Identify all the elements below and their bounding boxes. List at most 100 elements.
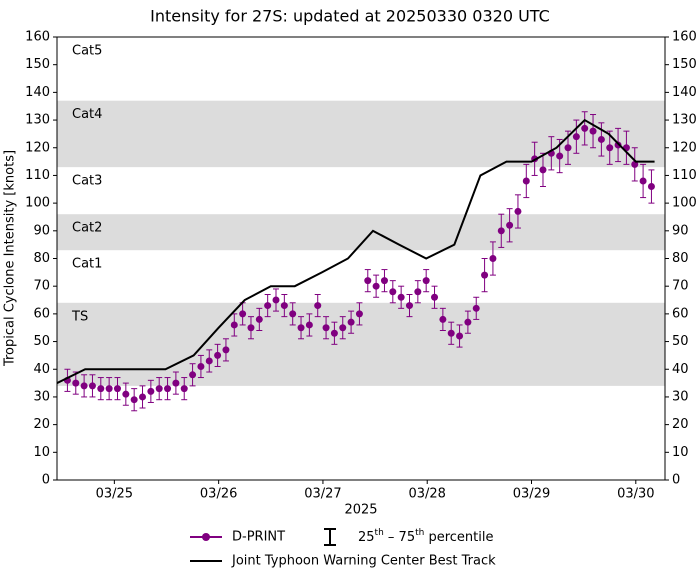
data-point: [330, 329, 338, 337]
y2-tick-label: 100: [672, 196, 697, 211]
y-tick-label: 50: [33, 334, 50, 349]
legend-label-part: – 75: [384, 530, 415, 545]
data-point: [347, 318, 355, 326]
data-point: [280, 302, 288, 310]
data-point: [556, 152, 564, 160]
data-point: [72, 379, 80, 387]
data-point: [214, 351, 222, 359]
data-point: [489, 255, 497, 262]
x-tick-label: 03/29: [513, 487, 550, 502]
y2-tick-label: 50: [672, 334, 689, 349]
data-point: [289, 310, 297, 318]
x-tick-label: 03/26: [200, 487, 237, 502]
y2-tick-label: 160: [672, 30, 697, 45]
data-point: [506, 221, 514, 229]
category-label: Cat1: [72, 257, 102, 272]
y-tick-label: 80: [33, 251, 50, 266]
data-point: [456, 332, 464, 340]
category-label: Cat2: [72, 221, 102, 236]
data-point: [339, 324, 347, 332]
y2-tick-label: 30: [672, 389, 689, 404]
data-point: [97, 385, 105, 393]
data-point: [255, 315, 263, 323]
data-point: [113, 385, 121, 393]
legend-marker: [202, 533, 210, 541]
data-point: [272, 296, 280, 304]
data-point: [88, 382, 96, 390]
data-point: [155, 385, 163, 393]
data-point: [647, 183, 655, 191]
data-point: [180, 385, 188, 393]
legend-label: 25th – 75th percentile: [358, 528, 493, 545]
y-tick-label: 70: [33, 279, 50, 294]
data-point: [122, 390, 130, 398]
y2-tick-label: 70: [672, 279, 689, 294]
x-tick-label: 03/27: [304, 487, 341, 502]
data-point: [572, 133, 580, 141]
y2-tick-label: 80: [672, 251, 689, 266]
y-tick-label: 140: [25, 85, 50, 100]
data-point: [405, 302, 413, 310]
data-point: [164, 385, 172, 393]
y-tick-label: 40: [33, 362, 50, 377]
data-point: [197, 362, 205, 370]
y2-tick-label: 60: [672, 306, 689, 321]
y-tick-label: 90: [33, 223, 50, 238]
data-point: [606, 144, 614, 152]
chart-title: Intensity for 27S: updated at 20250330 0…: [150, 7, 550, 26]
y2-tick-label: 0: [672, 473, 680, 488]
data-point: [80, 382, 88, 390]
data-point: [264, 302, 272, 310]
y-tick-label: 0: [42, 473, 50, 488]
y-tick-label: 120: [25, 140, 50, 155]
data-point: [247, 324, 255, 332]
y-tick-label: 60: [33, 306, 50, 321]
data-point: [322, 324, 330, 332]
y2-tick-label: 130: [672, 113, 697, 128]
data-point: [481, 271, 489, 279]
data-point: [564, 144, 572, 152]
category-label: Cat3: [72, 174, 102, 189]
data-point: [130, 396, 138, 404]
data-point: [230, 321, 238, 329]
data-point: [414, 288, 422, 296]
data-point: [297, 324, 305, 332]
x-axis-label: 2025: [344, 503, 377, 518]
y-tick-label: 160: [25, 30, 50, 45]
legend-label-part: th: [375, 528, 384, 538]
data-point: [389, 288, 397, 296]
data-point: [139, 393, 147, 401]
y-axis-label: Tropical Cyclone Intensity [knots]: [3, 150, 18, 367]
data-point: [222, 346, 230, 354]
data-point: [205, 357, 213, 365]
data-point: [522, 177, 530, 185]
legend-errorbar-icon: [324, 528, 336, 546]
y2-tick-label: 140: [672, 85, 697, 100]
y-tick-label: 130: [25, 113, 50, 128]
legend-label-part: percentile: [424, 530, 493, 545]
y-tick-label: 100: [25, 196, 50, 211]
y-tick-label: 30: [33, 389, 50, 404]
y-tick-label: 20: [33, 417, 50, 432]
data-point: [380, 277, 388, 285]
data-point: [464, 318, 472, 326]
data-point: [105, 385, 113, 393]
y2-tick-label: 110: [672, 168, 697, 183]
data-point: [614, 141, 622, 149]
data-point: [472, 304, 480, 312]
data-point: [305, 321, 313, 329]
y-tick-label: 150: [25, 57, 50, 72]
data-point: [189, 371, 197, 379]
x-tick-label: 03/28: [408, 487, 445, 502]
data-point: [431, 293, 439, 301]
category-label: Cat4: [72, 107, 102, 122]
data-point: [422, 277, 430, 285]
y2-tick-label: 120: [672, 140, 697, 155]
data-point: [447, 329, 455, 337]
data-point: [631, 160, 639, 168]
legend-label-part: th: [415, 528, 424, 538]
data-point: [397, 293, 405, 301]
y2-tick-label: 20: [672, 417, 689, 432]
y2-tick-label: 10: [672, 445, 689, 460]
